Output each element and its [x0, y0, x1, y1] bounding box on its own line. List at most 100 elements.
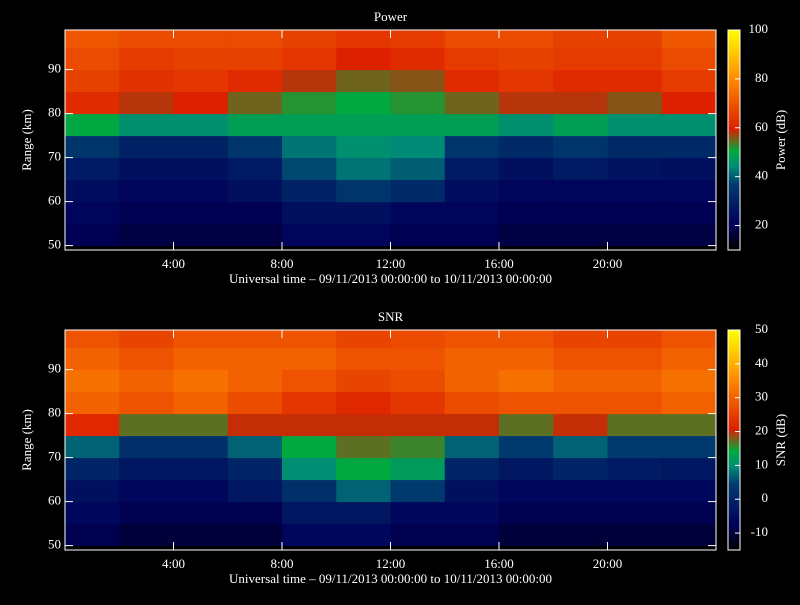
heatmap-cell: [607, 157, 663, 181]
chart-title: Power: [374, 9, 408, 24]
heatmap-cell: [499, 391, 554, 415]
heatmap-cell: [661, 435, 716, 459]
heatmap-cell: [499, 30, 554, 49]
y-tick-label: 60: [48, 193, 61, 208]
heatmap-cell: [553, 501, 608, 525]
heatmap-cell: [227, 113, 283, 137]
heatmap-cell: [661, 47, 716, 71]
heatmap-cell: [607, 523, 663, 547]
heatmap-cell: [661, 201, 716, 225]
y-tick-label: 70: [48, 149, 61, 164]
heatmap-cell: [119, 369, 174, 393]
heatmap-cell: [336, 223, 391, 247]
heatmap-cell: [65, 69, 120, 93]
heatmap-cell: [553, 391, 608, 415]
heatmap-cell: [607, 369, 663, 393]
heatmap-cell: [390, 523, 446, 547]
heatmap-cell: [444, 479, 500, 503]
heatmap-cell: [65, 30, 120, 49]
heatmap-cell: [444, 157, 500, 181]
heatmap-cell: [65, 201, 120, 225]
y-tick-label: 60: [48, 493, 61, 508]
heatmap-cell: [661, 179, 716, 203]
x-tick-label: 12:00: [376, 256, 406, 271]
heatmap-cell: [553, 435, 608, 459]
heatmap-cell: [336, 347, 391, 371]
y-axis-label: Range (km): [19, 109, 34, 171]
heatmap-cell: [282, 347, 337, 371]
chart-title: SNR: [378, 309, 404, 324]
heatmap-cell: [173, 369, 229, 393]
heatmap-cell: [499, 157, 554, 181]
heatmap-cell: [173, 523, 229, 547]
heatmap-cell: [119, 69, 174, 93]
heatmap-cell: [661, 501, 716, 525]
heatmap-cell: [553, 113, 608, 137]
heatmap-cell: [607, 413, 663, 437]
heatmap-cell: [607, 347, 663, 371]
heatmap-cell: [553, 47, 608, 71]
heatmap-cell: [607, 91, 663, 115]
heatmap-cell: [444, 69, 500, 93]
x-axis-label: Universal time – 09/11/2013 00:00:00 to …: [229, 271, 552, 286]
heatmap-cell: [390, 69, 446, 93]
heatmap-cell: [444, 179, 500, 203]
heatmap-cell: [607, 391, 663, 415]
heatmap-cell: [282, 47, 337, 71]
colorbar-tick-label: 20: [755, 423, 768, 438]
heatmap-cell: [227, 330, 283, 349]
heatmap-cell: [65, 435, 120, 459]
heatmap-cell: [444, 47, 500, 71]
heatmap-cell: [607, 135, 663, 159]
heatmap-cell: [607, 69, 663, 93]
heatmap-cell: [173, 501, 229, 525]
heatmap: [65, 30, 716, 247]
heatmap-cell: [119, 179, 174, 203]
heatmap-cell: [390, 369, 446, 393]
heatmap-cell: [444, 201, 500, 225]
colorbar-tick-label: 20: [755, 217, 768, 232]
heatmap-cell: [336, 135, 391, 159]
heatmap-cell: [227, 435, 283, 459]
heatmap-cell: [282, 523, 337, 547]
heatmap-cell: [65, 330, 120, 349]
heatmap-cell: [227, 157, 283, 181]
heatmap-cell: [282, 113, 337, 137]
y-tick-label: 80: [48, 105, 61, 120]
heatmap-cell: [553, 523, 608, 547]
heatmap-cell: [444, 391, 500, 415]
heatmap-cell: [661, 391, 716, 415]
heatmap-cell: [336, 113, 391, 137]
heatmap-cell: [607, 457, 663, 481]
heatmap-cell: [390, 391, 446, 415]
heatmap-cell: [444, 30, 500, 49]
heatmap-cell: [336, 457, 391, 481]
heatmap-cell: [553, 330, 608, 349]
heatmap-cell: [553, 30, 608, 49]
heatmap-cell: [499, 113, 554, 137]
x-tick-label: 8:00: [270, 556, 293, 571]
colorbar-tick-label: 60: [755, 119, 768, 134]
heatmap-cell: [336, 91, 391, 115]
heatmap-cell: [119, 223, 174, 247]
heatmap-cell: [227, 501, 283, 525]
heatmap-cell: [607, 330, 663, 349]
heatmap-cell: [119, 391, 174, 415]
heatmap-cell: [390, 135, 446, 159]
x-tick-label: 12:00: [376, 556, 406, 571]
heatmap-cell: [607, 479, 663, 503]
y-axis-label: Range (km): [19, 409, 34, 471]
heatmap-cell: [390, 413, 446, 437]
heatmap-cell: [553, 457, 608, 481]
heatmap-cell: [661, 330, 716, 349]
heatmap-cell: [336, 201, 391, 225]
heatmap-cell: [553, 157, 608, 181]
x-axis-label: Universal time – 09/11/2013 00:00:00 to …: [229, 571, 552, 586]
y-tick-label: 90: [48, 361, 61, 376]
heatmap-cell: [444, 347, 500, 371]
heatmap-cell: [661, 479, 716, 503]
heatmap-cell: [282, 457, 337, 481]
heatmap-cell: [65, 391, 120, 415]
heatmap-cell: [65, 113, 120, 137]
heatmap-cell: [336, 523, 391, 547]
